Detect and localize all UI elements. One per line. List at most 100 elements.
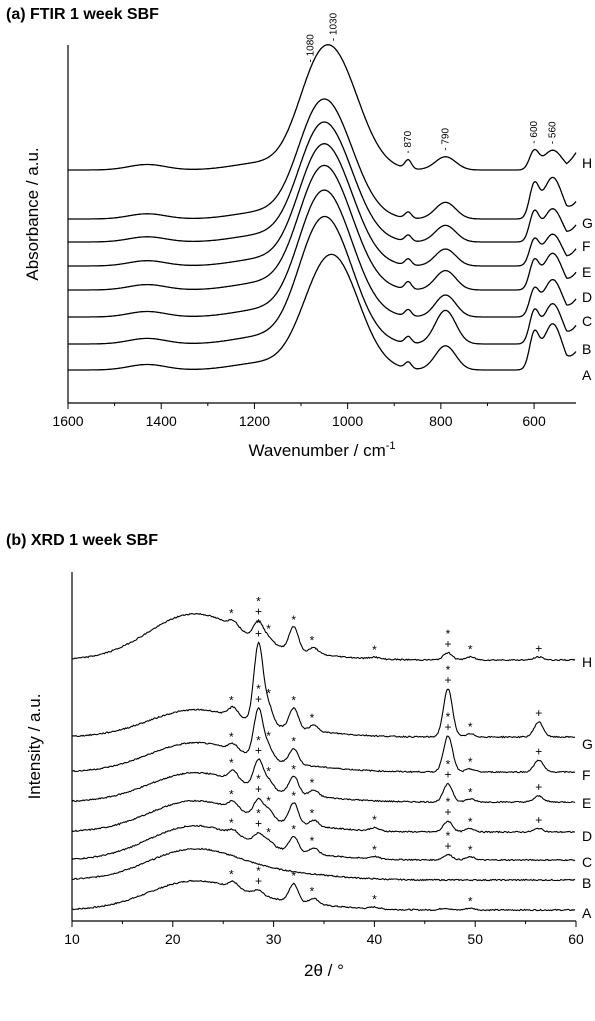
xrd-plus-marker: +: [255, 782, 262, 796]
xrd-star-marker: *: [372, 643, 377, 657]
xrd-plus-marker: +: [444, 720, 451, 734]
xrd-star-marker: *: [229, 867, 234, 881]
xrd-plus-marker: +: [444, 805, 451, 819]
xrd-star-marker: *: [310, 776, 315, 790]
xrd-star-marker: *: [291, 789, 296, 803]
xrd-star-marker: *: [256, 616, 261, 630]
xrd-star-marker: *: [256, 682, 261, 696]
xrd-x-tick-label: 10: [64, 931, 80, 947]
xrd-star-marker: *: [446, 795, 451, 809]
ftir-trace-label-e: E: [582, 264, 591, 280]
xrd-star-marker: *: [468, 785, 473, 799]
ftir-trace-label-g: G: [582, 215, 593, 231]
xrd-x-tick-label: 20: [165, 931, 181, 947]
ftir-trace-label-b: B: [582, 341, 591, 357]
xrd-star-marker: *: [266, 729, 271, 743]
ftir-trace-f: [68, 121, 577, 243]
ftir-x-axis-unit-exponent: -1: [386, 440, 396, 452]
xrd-plus-marker: +: [535, 706, 542, 720]
xrd-star-marker: *: [446, 710, 451, 724]
xrd-x-tick-label: 60: [568, 931, 584, 947]
xrd-star-marker: *: [229, 730, 234, 744]
xrd-star-marker: *: [310, 633, 315, 647]
xrd-star-marker: *: [372, 813, 377, 827]
xrd-star-marker: *: [372, 892, 377, 906]
ftir-x-tick-label: 1600: [52, 413, 83, 429]
xrd-trace-label-c: C: [582, 854, 592, 870]
xrd-star-marker: *: [256, 733, 261, 747]
xrd-star-marker: *: [229, 756, 234, 770]
ftir-trace-label-a: A: [582, 367, 592, 383]
xrd-plus-marker: +: [255, 626, 262, 640]
xrd-star-marker: *: [291, 735, 296, 749]
xrd-plus-marker: +: [255, 743, 262, 757]
ftir-peak-label: - 1030: [329, 12, 340, 41]
xrd-star-marker: *: [229, 816, 234, 830]
ftir-trace-e: [68, 143, 577, 267]
ftir-peak-label: - 870: [403, 130, 414, 153]
xrd-plus-marker: +: [444, 767, 451, 781]
xrd-star-marker: *: [468, 815, 473, 829]
xrd-trace-b: [71, 847, 576, 882]
xrd-plus-marker: +: [535, 780, 542, 794]
xrd-trace-g: [72, 641, 576, 739]
xrd-star-marker: *: [468, 895, 473, 909]
ftir-trace-a: [68, 253, 577, 371]
xrd-star-marker: *: [446, 757, 451, 771]
ftir-chart: 1600 1400 1200 1000 800 600 Wavenumber / cm-1 A…: [23, 12, 593, 460]
xrd-star-marker: *: [256, 595, 261, 609]
xrd-star-marker: *: [446, 627, 451, 641]
xrd-plus-marker: +: [444, 839, 451, 853]
ftir-x-tick-label: 1400: [146, 413, 177, 429]
xrd-trace-label-d: D: [582, 828, 592, 844]
xrd-star-marker: *: [266, 622, 271, 636]
xrd-trace-label-g: G: [582, 736, 593, 752]
xrd-plus-marker: +: [535, 642, 542, 656]
xrd-star-marker: *: [310, 807, 315, 821]
xrd-plus-marker: +: [444, 673, 451, 687]
xrd-star-marker: *: [291, 694, 296, 708]
ftir-trace-b: [68, 215, 577, 345]
xrd-x-tick-label: 30: [266, 931, 282, 947]
ftir-x-tick-label: 600: [522, 413, 546, 429]
xrd-star-marker: *: [468, 642, 473, 656]
ftir-peak-label: - 560: [548, 121, 559, 144]
xrd-plus-marker: +: [255, 817, 262, 831]
xrd-trace-h: [71, 612, 576, 662]
xrd-star-marker: *: [291, 613, 296, 627]
xrd-plus-marker: +: [535, 813, 542, 827]
xrd-star-marker: *: [256, 807, 261, 821]
xrd-y-axis-title: Intensity / a.u.: [25, 694, 44, 800]
xrd-star-marker: *: [229, 787, 234, 801]
xrd-trace-e: [71, 758, 576, 804]
xrd-x-tick-label: 50: [467, 931, 483, 947]
xrd-trace-label-f: F: [582, 767, 591, 783]
ftir-trace-label-f: F: [582, 238, 591, 254]
xrd-plus-marker: +: [255, 692, 262, 706]
xrd-star-marker: *: [310, 834, 315, 848]
ftir-trace-h: [68, 44, 577, 171]
xrd-trace-c: [71, 824, 576, 862]
xrd-plus-marker: +: [535, 745, 542, 759]
xrd-star-marker: *: [310, 711, 315, 725]
xrd-star-marker: *: [266, 794, 271, 808]
ftir-trace-label-d: D: [582, 289, 592, 305]
xrd-star-marker: *: [229, 607, 234, 621]
xrd-star-marker: *: [468, 843, 473, 857]
xrd-plus-marker: +: [255, 874, 262, 888]
xrd-star-marker: *: [446, 829, 451, 843]
xrd-star-marker: *: [468, 755, 473, 769]
xrd-star-marker: *: [291, 762, 296, 776]
ftir-x-axis-title: Wavenumber / cm-1: [248, 440, 395, 460]
xrd-trace-d: [71, 797, 576, 834]
xrd-star-marker: *: [256, 772, 261, 786]
xrd-x-axis-title: 2θ / °: [304, 961, 344, 980]
xrd-star-marker: *: [310, 885, 315, 899]
xrd-x-tick-label: 40: [367, 931, 383, 947]
ftir-x-tick-label: 800: [429, 413, 453, 429]
ftir-peak-label: - 600: [529, 120, 540, 143]
xrd-star-marker: *: [229, 693, 234, 707]
xrd-trace-label-e: E: [582, 795, 591, 811]
xrd-trace-label-a: A: [582, 905, 592, 921]
xrd-star-marker: *: [446, 663, 451, 677]
